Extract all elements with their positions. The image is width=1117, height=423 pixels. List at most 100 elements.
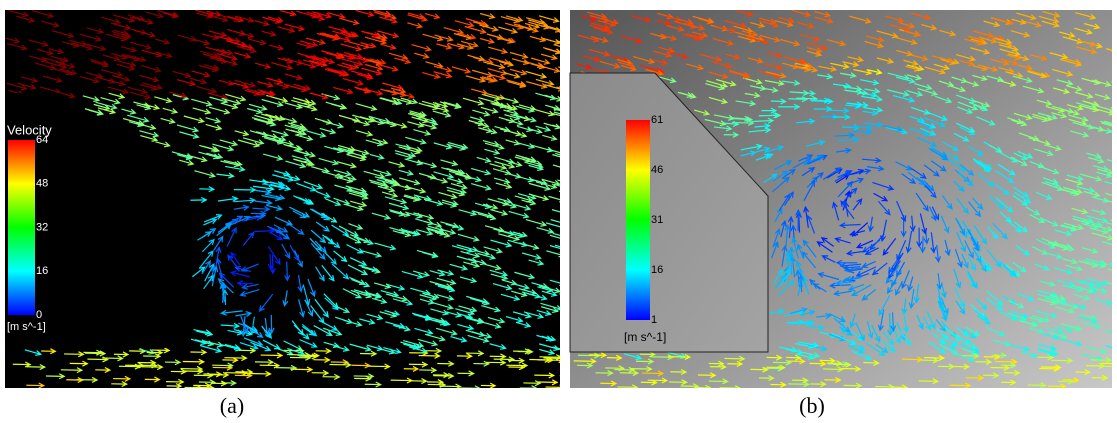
vector-arrow bbox=[911, 106, 931, 115]
vector-arrow bbox=[851, 284, 872, 297]
vector-arrow bbox=[239, 341, 259, 350]
vector-arrow bbox=[235, 311, 253, 317]
colorbar bbox=[626, 120, 650, 320]
vector-arrow bbox=[490, 239, 513, 248]
vector-arrow bbox=[331, 263, 350, 280]
vector-arrow bbox=[928, 206, 937, 222]
vector-arrow bbox=[1037, 348, 1059, 356]
vector-arrow bbox=[817, 73, 834, 80]
vector-arrow bbox=[212, 362, 234, 369]
vector-arrow bbox=[1081, 247, 1099, 254]
vector-arrow bbox=[758, 20, 780, 28]
vector-arrow bbox=[408, 361, 429, 368]
vector-arrow bbox=[28, 39, 49, 47]
vector-arrow bbox=[919, 213, 928, 235]
vector-arrow bbox=[310, 229, 327, 244]
vector-arrow bbox=[808, 278, 821, 290]
vector-arrow bbox=[875, 343, 889, 354]
vector-arrow bbox=[588, 48, 611, 57]
vector-arrow bbox=[917, 87, 939, 96]
vector-arrow bbox=[85, 43, 107, 52]
vector-arrow bbox=[1065, 178, 1084, 186]
vector-arrow bbox=[575, 63, 593, 70]
vector-arrow bbox=[555, 152, 560, 156]
vector-arrow bbox=[1061, 224, 1078, 231]
vector-arrow bbox=[483, 246, 504, 254]
vector-arrow bbox=[338, 114, 361, 123]
vector-arrow bbox=[743, 77, 763, 85]
vector-arrow bbox=[887, 313, 894, 337]
vector-arrow bbox=[1066, 104, 1084, 111]
colorbar-tick-label: 64 bbox=[36, 134, 48, 146]
vector-arrow bbox=[645, 68, 664, 76]
vector-arrow bbox=[12, 361, 32, 368]
vector-arrow bbox=[845, 250, 866, 257]
vector-arrow bbox=[956, 219, 968, 239]
vector-arrow bbox=[1010, 30, 1031, 38]
vector-arrow bbox=[291, 155, 311, 163]
vector-arrow bbox=[921, 24, 938, 31]
vector-arrow bbox=[851, 124, 874, 131]
vector-arrow bbox=[917, 136, 938, 147]
vector-arrow bbox=[946, 152, 960, 162]
vector-arrow bbox=[877, 200, 891, 216]
vector-arrow bbox=[164, 359, 182, 366]
vector-arrow bbox=[353, 373, 375, 380]
vector-arrow bbox=[932, 55, 954, 64]
vector-arrow bbox=[166, 382, 183, 388]
vector-arrow bbox=[958, 172, 974, 187]
vector-arrow bbox=[268, 314, 275, 335]
vector-arrow bbox=[1107, 301, 1112, 304]
vector-arrow bbox=[961, 253, 969, 269]
vector-arrow bbox=[224, 343, 241, 351]
vector-arrow bbox=[1040, 364, 1062, 371]
vector-arrow bbox=[470, 116, 486, 123]
vector-arrow bbox=[484, 225, 506, 233]
vector-arrow bbox=[160, 117, 176, 124]
vector-arrow bbox=[208, 14, 229, 23]
vector-arrow bbox=[848, 101, 869, 108]
vector-arrow bbox=[297, 150, 317, 158]
vector-arrow bbox=[923, 180, 935, 192]
vector-arrow bbox=[1019, 320, 1038, 328]
vector-arrow bbox=[223, 159, 243, 167]
vector-arrow bbox=[436, 43, 453, 50]
vector-arrow bbox=[991, 352, 1008, 359]
vector-arrow bbox=[810, 381, 827, 388]
vector-arrow bbox=[885, 126, 909, 135]
vector-arrow bbox=[202, 53, 224, 62]
vector-arrow bbox=[367, 363, 391, 370]
vector-arrow bbox=[719, 385, 741, 388]
vector-arrow bbox=[284, 261, 291, 282]
vector-arrow bbox=[553, 44, 560, 47]
vector-arrow bbox=[384, 196, 408, 205]
vector-arrow bbox=[618, 61, 636, 69]
vector-arrow bbox=[439, 383, 462, 388]
vector-arrow bbox=[204, 214, 223, 223]
vector-arrow bbox=[17, 82, 37, 90]
vector-arrow bbox=[1039, 217, 1059, 227]
vector-arrow bbox=[1026, 206, 1041, 216]
panel-b: [m s^-1] 61 46 31 16 1 bbox=[569, 10, 1112, 388]
vector-arrow bbox=[973, 225, 988, 245]
vector-arrow bbox=[1079, 104, 1100, 113]
vector-arrow bbox=[270, 183, 292, 192]
vector-arrow bbox=[394, 57, 412, 65]
vector-arrow bbox=[97, 107, 117, 115]
vector-arrow bbox=[806, 42, 829, 51]
vector-arrow bbox=[992, 17, 1015, 26]
vector-arrow bbox=[986, 297, 1004, 312]
vector-arrow bbox=[514, 156, 532, 163]
vector-arrow bbox=[923, 354, 946, 362]
vector-arrow bbox=[842, 264, 861, 271]
vector-arrow bbox=[170, 368, 188, 375]
vector-arrow bbox=[176, 78, 197, 87]
vector-arrow bbox=[1017, 64, 1034, 71]
vector-arrow bbox=[479, 12, 496, 20]
vector-arrow bbox=[1056, 279, 1076, 287]
vector-arrow bbox=[142, 82, 163, 90]
vector-arrow bbox=[890, 312, 897, 333]
vector-arrow bbox=[267, 245, 281, 266]
vector-arrow bbox=[964, 80, 980, 87]
vector-arrow bbox=[833, 361, 852, 368]
